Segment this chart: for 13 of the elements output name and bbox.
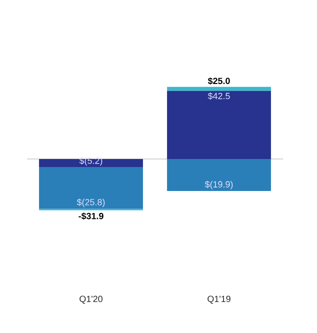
x-tick-label: Q1'20 — [80, 296, 102, 304]
data-label: $(19.9) — [204, 180, 233, 190]
bar — [167, 159, 271, 191]
data-label: $(5.2) — [79, 157, 102, 166]
data-label: $42.5 — [208, 92, 230, 100]
total-label: -$31.9 — [78, 212, 104, 220]
bar — [39, 167, 143, 209]
x-tick-label: Q1'19 — [208, 296, 230, 304]
total-label: $25.0 — [208, 77, 230, 85]
data-label: $(25.8) — [76, 198, 105, 208]
bar — [167, 90, 271, 160]
bar — [167, 86, 271, 91]
bar — [39, 159, 143, 168]
